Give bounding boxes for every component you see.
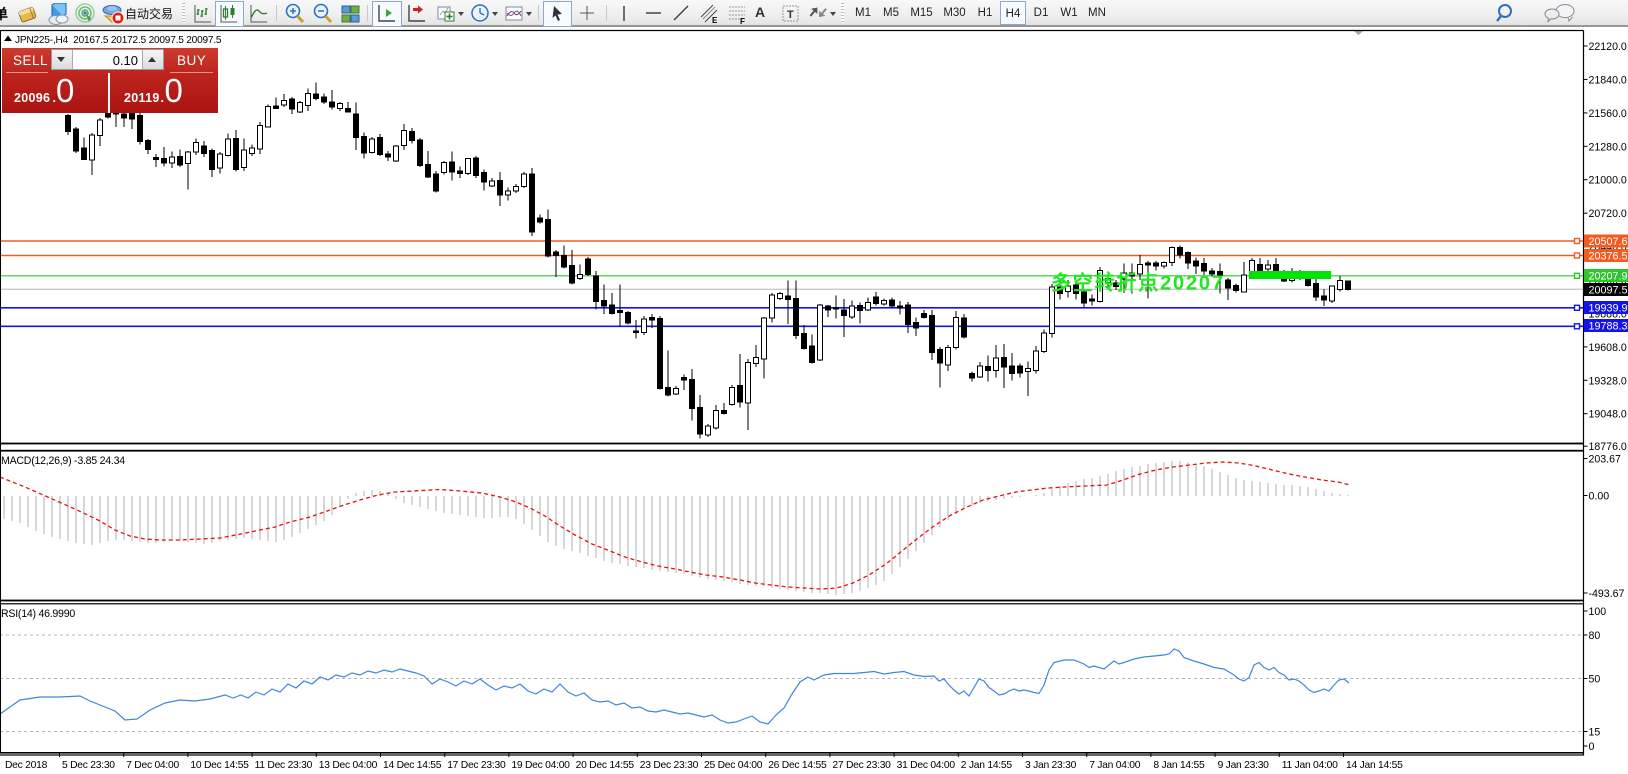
svg-text:7 Jan 04:00: 7 Jan 04:00 (1089, 760, 1141, 771)
svg-text:JPN225-,H4 20167.5 20172.5 20: JPN225-,H4 20167.5 20172.5 20097.5 20097… (15, 35, 222, 46)
svg-text:10 Dec 14:55: 10 Dec 14:55 (190, 760, 249, 771)
svg-text:15: 15 (1589, 727, 1601, 739)
svg-text:MACD(12,26,9) -3.85 24.34: MACD(12,26,9) -3.85 24.34 (1, 455, 125, 467)
svg-text:11 Dec 23:30: 11 Dec 23:30 (255, 760, 313, 771)
svg-text:203.67: 203.67 (1589, 454, 1622, 466)
svg-text:80: 80 (1589, 630, 1601, 642)
svg-text:5 Dec 23:30: 5 Dec 23:30 (62, 760, 115, 771)
svg-text:20207.9: 20207.9 (1589, 271, 1628, 283)
svg-text:19 Dec 04:00: 19 Dec 04:00 (511, 760, 570, 771)
svg-text:RSI(14) 46.9990: RSI(14) 46.9990 (1, 608, 75, 620)
svg-text:21280.0: 21280.0 (1589, 141, 1627, 153)
svg-text:E: E (712, 16, 718, 25)
svg-text:17 Dec 23:30: 17 Dec 23:30 (447, 760, 506, 771)
svg-text:26 Dec 14:55: 26 Dec 14:55 (768, 760, 827, 771)
svg-text:21560.0: 21560.0 (1589, 108, 1627, 120)
svg-text:25 Dec 04:00: 25 Dec 04:00 (704, 760, 763, 771)
svg-text:Dec 2018: Dec 2018 (5, 760, 48, 771)
svg-text:31 Dec 04:00: 31 Dec 04:00 (897, 760, 956, 771)
svg-text:19048.0: 19048.0 (1589, 409, 1627, 421)
svg-text:20720.0: 20720.0 (1589, 208, 1627, 220)
svg-text:100: 100 (1589, 606, 1607, 618)
svg-text:13 Dec 04:00: 13 Dec 04:00 (319, 760, 378, 771)
svg-text:20097.5: 20097.5 (1589, 285, 1628, 297)
svg-text:19788.3: 19788.3 (1589, 321, 1628, 333)
svg-text:9 Jan 23:30: 9 Jan 23:30 (1218, 760, 1270, 771)
svg-text:22120.0: 22120.0 (1589, 41, 1627, 53)
svg-text:2 Jan 14:55: 2 Jan 14:55 (961, 760, 1013, 771)
svg-text:19328.0: 19328.0 (1589, 375, 1627, 387)
svg-text:-493.67: -493.67 (1589, 588, 1625, 600)
svg-text:21840.0: 21840.0 (1589, 74, 1627, 86)
svg-text:20 Dec 14:55: 20 Dec 14:55 (576, 760, 635, 771)
svg-text:50: 50 (1589, 674, 1601, 686)
svg-text:3 Jan 23:30: 3 Jan 23:30 (1025, 760, 1077, 771)
svg-text:0.00: 0.00 (1589, 491, 1610, 503)
svg-text:F: F (740, 17, 745, 25)
svg-text:T: T (787, 9, 794, 21)
svg-text:27 Dec 23:30: 27 Dec 23:30 (832, 760, 891, 771)
svg-text:7 Dec 04:00: 7 Dec 04:00 (126, 760, 179, 771)
svg-text:20507.6: 20507.6 (1589, 236, 1628, 248)
svg-text:23 Dec 23:30: 23 Dec 23:30 (640, 760, 699, 771)
svg-text:21000.0: 21000.0 (1589, 175, 1627, 187)
svg-text:19939.9: 19939.9 (1589, 303, 1628, 315)
svg-text:11 Jan 04:00: 11 Jan 04:00 (1282, 760, 1338, 771)
svg-text:20376.5: 20376.5 (1589, 251, 1628, 263)
svg-text:14 Dec 14:55: 14 Dec 14:55 (383, 760, 442, 771)
svg-text:19608.0: 19608.0 (1589, 342, 1627, 354)
svg-text:8 Jan 14:55: 8 Jan 14:55 (1153, 760, 1205, 771)
svg-text:0: 0 (1589, 741, 1595, 753)
svg-text:18776.0: 18776.0 (1589, 441, 1627, 453)
svg-text:14 Jan 14:55: 14 Jan 14:55 (1346, 760, 1403, 771)
